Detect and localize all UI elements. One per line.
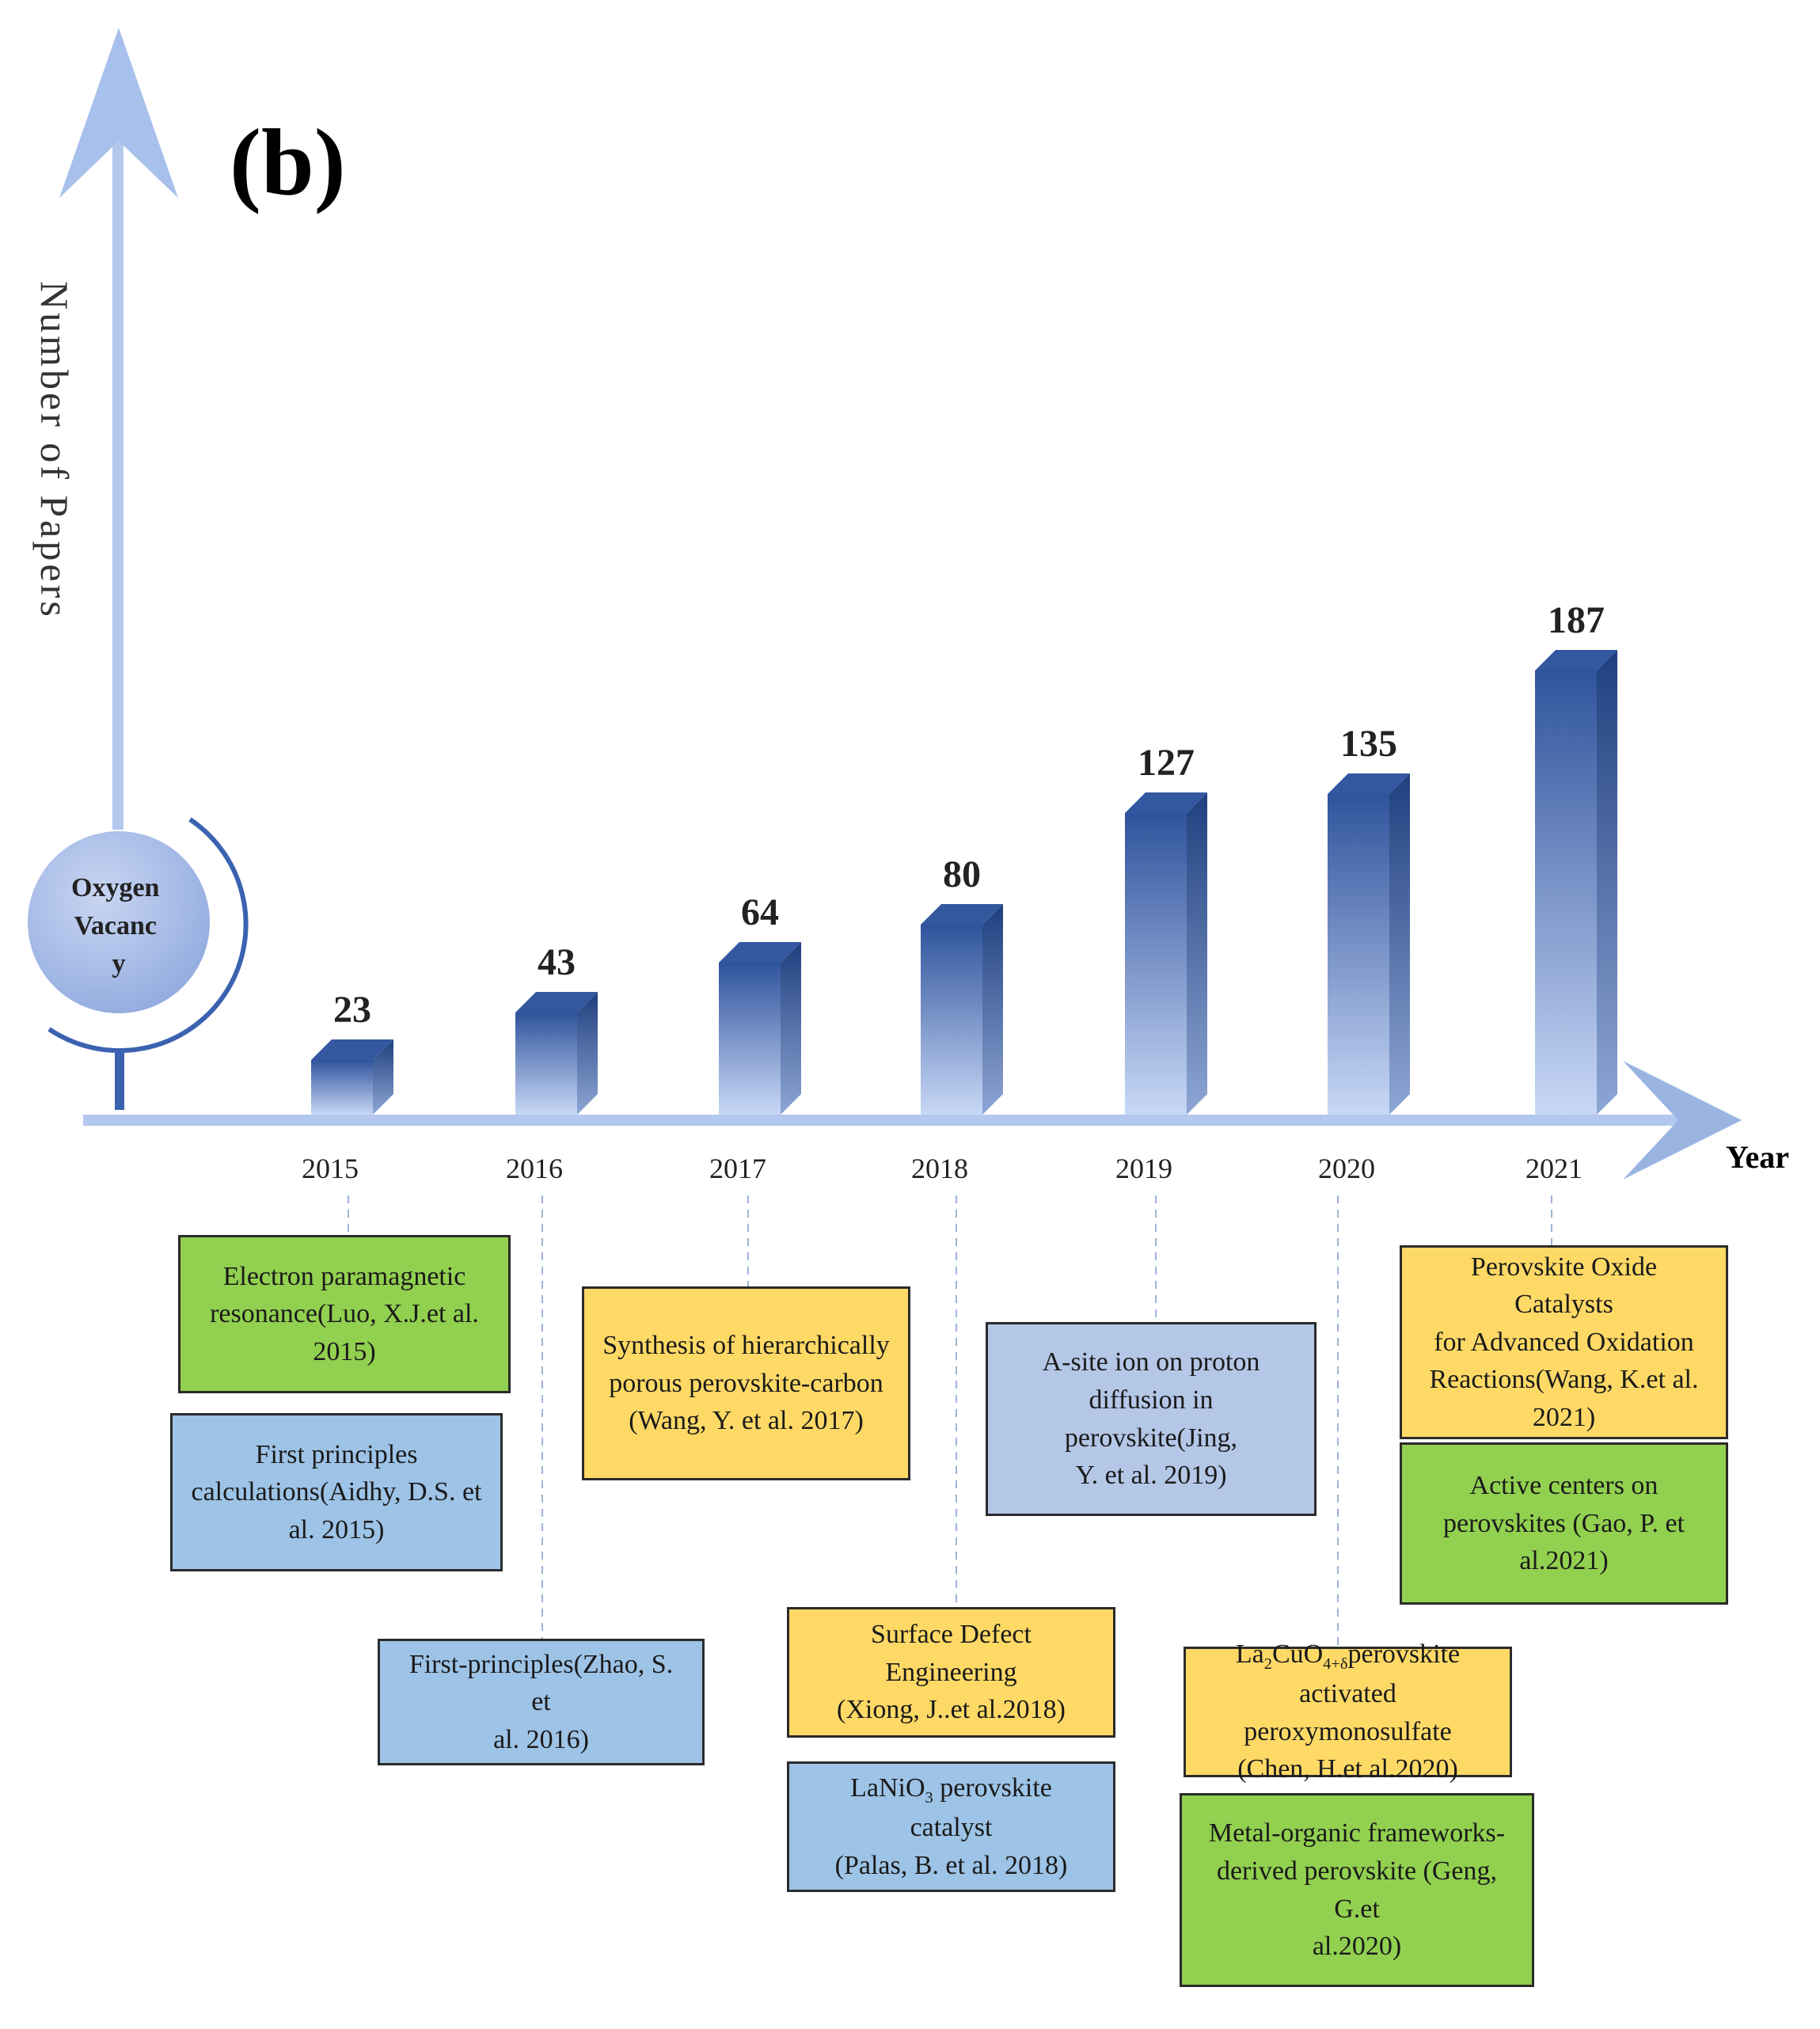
bar-top bbox=[921, 904, 1003, 925]
bar-side bbox=[982, 904, 1003, 1115]
oxygen-vacancy-label: Oxygen Vacanc y bbox=[71, 873, 166, 978]
annotation-text: Electron paramagnetic resonance(Luo, X.J… bbox=[210, 1261, 479, 1366]
x-tick-label: 2019 bbox=[1115, 1153, 1172, 1184]
annotation-text: LaNiO3 perovskite catalyst (Palas, B. et… bbox=[834, 1773, 1068, 1880]
x-axis-arrowhead bbox=[1623, 1061, 1742, 1180]
y-axis-line bbox=[112, 141, 123, 830]
annotation-box-2015: First principles calculations(Aidhy, D.S… bbox=[170, 1413, 503, 1571]
annotation-box-2018: LaNiO3 perovskite catalyst (Palas, B. et… bbox=[787, 1761, 1115, 1892]
bar-side bbox=[1187, 792, 1207, 1115]
bar-group-2020: 135 2020 bbox=[1318, 723, 1410, 1184]
bar-top bbox=[719, 942, 801, 963]
bar-side bbox=[1389, 773, 1410, 1115]
annotation-box-2021: Perovskite Oxide Catalysts for Advanced … bbox=[1400, 1245, 1728, 1439]
bar bbox=[1125, 813, 1187, 1115]
bar-value-label: 135 bbox=[1340, 723, 1397, 765]
bar bbox=[311, 1060, 373, 1115]
annotation-text: Active centers on perovskites (Gao, P. e… bbox=[1442, 1471, 1685, 1576]
bar-value-label: 64 bbox=[741, 891, 779, 933]
bar-top bbox=[515, 992, 598, 1013]
annotation-text: Metal-organic frameworks- derived perovs… bbox=[1208, 1818, 1506, 1962]
annotation-text: First principles calculations(Aidhy, D.S… bbox=[191, 1439, 482, 1545]
bar-group-2019: 127 2019 bbox=[1115, 742, 1207, 1184]
bar-side bbox=[1597, 650, 1617, 1115]
bar bbox=[719, 963, 781, 1115]
annotation-text: First-principles(Zhao, S. et al. 2016) bbox=[408, 1649, 674, 1754]
bar-group-2018: 80 2018 bbox=[911, 853, 1003, 1184]
bar-side bbox=[373, 1039, 393, 1115]
x-tick-label: 2016 bbox=[506, 1153, 563, 1184]
x-tick-label: 2020 bbox=[1318, 1153, 1375, 1184]
x-tick-label: 2017 bbox=[709, 1153, 766, 1184]
bar bbox=[921, 925, 982, 1115]
bar-top bbox=[1535, 650, 1617, 671]
bar-group-2017: 64 2017 bbox=[709, 891, 801, 1184]
x-axis-title: Year bbox=[1726, 1139, 1789, 1175]
node-stem bbox=[115, 1053, 124, 1110]
y-axis-arrowhead bbox=[59, 28, 178, 198]
bar-top bbox=[1125, 792, 1207, 813]
bar bbox=[1328, 794, 1389, 1115]
bar bbox=[515, 1013, 577, 1115]
x-axis-line bbox=[83, 1115, 1706, 1126]
bar-top bbox=[1328, 773, 1410, 794]
annotation-text: La2CuO4+δperovskite activated peroxymono… bbox=[1235, 1639, 1461, 1784]
bar-value-label: 187 bbox=[1548, 599, 1605, 641]
bar-value-label: 127 bbox=[1138, 742, 1195, 784]
x-tick-label: 2021 bbox=[1526, 1153, 1583, 1184]
bar-value-label: 43 bbox=[538, 941, 576, 983]
annotation-text: Perovskite Oxide Catalysts for Advanced … bbox=[1429, 1252, 1699, 1432]
annotation-box-2020: La2CuO4+δperovskite activated peroxymono… bbox=[1184, 1640, 1512, 1784]
annotation-box-2015: Electron paramagnetic resonance(Luo, X.J… bbox=[178, 1235, 511, 1393]
annotation-box-2018: Surface Defect Engineering (Xiong, J..et… bbox=[787, 1607, 1115, 1738]
bar-value-label: 23 bbox=[333, 989, 371, 1031]
annotation-text: Synthesis of hierarchically porous perov… bbox=[602, 1331, 890, 1436]
annotation-box-2019: A-site ion on proton diffusion in perovs… bbox=[986, 1322, 1317, 1516]
x-tick-label: 2018 bbox=[911, 1153, 968, 1184]
oxygen-vacancy-node bbox=[28, 831, 210, 1013]
bar-group-2021: 187 2021 bbox=[1526, 599, 1617, 1184]
annotation-box-2021: Active centers on perovskites (Gao, P. e… bbox=[1400, 1442, 1728, 1605]
bar-top bbox=[311, 1039, 393, 1060]
annotation-text: A-site ion on proton diffusion in perovs… bbox=[1042, 1347, 1260, 1491]
node-arc bbox=[47, 817, 249, 1054]
annotation-box-2020: Metal-organic frameworks- derived perovs… bbox=[1180, 1793, 1534, 1987]
y-axis-title: Number of Papers bbox=[32, 281, 77, 620]
bar-side bbox=[781, 942, 801, 1115]
bar-group-2016: 43 2016 bbox=[506, 941, 598, 1184]
bar bbox=[1535, 671, 1597, 1115]
x-tick-label: 2015 bbox=[302, 1153, 359, 1184]
bar-side bbox=[577, 992, 598, 1115]
annotation-box-2017: Synthesis of hierarchically porous perov… bbox=[582, 1286, 910, 1480]
annotation-text: Surface Defect Engineering (Xiong, J..et… bbox=[837, 1620, 1066, 1725]
bar-group-2015: 23 2015 bbox=[302, 989, 393, 1184]
annotation-box-2016: First-principles(Zhao, S. et al. 2016) bbox=[378, 1639, 705, 1765]
bar-value-label: 80 bbox=[943, 853, 981, 895]
panel-label: (b) bbox=[230, 109, 346, 215]
